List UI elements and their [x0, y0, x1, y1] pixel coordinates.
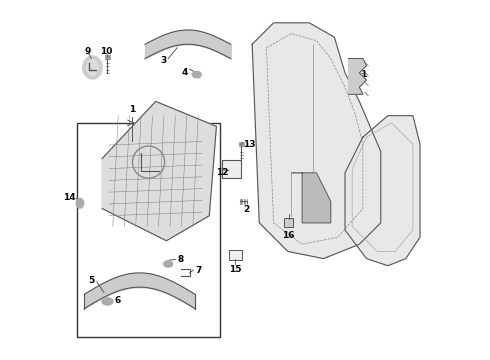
- Text: 1: 1: [129, 105, 136, 114]
- Text: 13: 13: [243, 140, 256, 149]
- Text: 4: 4: [181, 68, 188, 77]
- Text: 11: 11: [355, 70, 368, 79]
- Polygon shape: [252, 23, 381, 258]
- Text: 5: 5: [89, 276, 95, 285]
- Ellipse shape: [83, 56, 102, 79]
- Ellipse shape: [76, 198, 84, 208]
- Text: 14: 14: [63, 193, 75, 202]
- Ellipse shape: [102, 298, 113, 305]
- FancyBboxPatch shape: [222, 160, 242, 178]
- Polygon shape: [292, 173, 331, 223]
- Text: 16: 16: [282, 231, 295, 240]
- FancyBboxPatch shape: [229, 250, 242, 260]
- Bar: [105, 55, 110, 59]
- Text: 15: 15: [229, 265, 242, 274]
- Text: 8: 8: [177, 255, 183, 264]
- Text: 7: 7: [195, 266, 201, 275]
- Text: 2: 2: [244, 205, 250, 214]
- Bar: [239, 143, 244, 146]
- Ellipse shape: [192, 71, 201, 78]
- Text: 12: 12: [217, 168, 229, 177]
- FancyBboxPatch shape: [284, 218, 293, 227]
- Text: 9: 9: [85, 47, 91, 56]
- Ellipse shape: [86, 59, 98, 76]
- Text: 3: 3: [160, 56, 167, 65]
- Bar: [240, 199, 243, 204]
- Ellipse shape: [164, 261, 172, 267]
- Text: 10: 10: [100, 47, 113, 56]
- Polygon shape: [345, 116, 420, 266]
- Text: 6: 6: [115, 296, 121, 305]
- Polygon shape: [348, 59, 367, 94]
- Polygon shape: [102, 102, 217, 241]
